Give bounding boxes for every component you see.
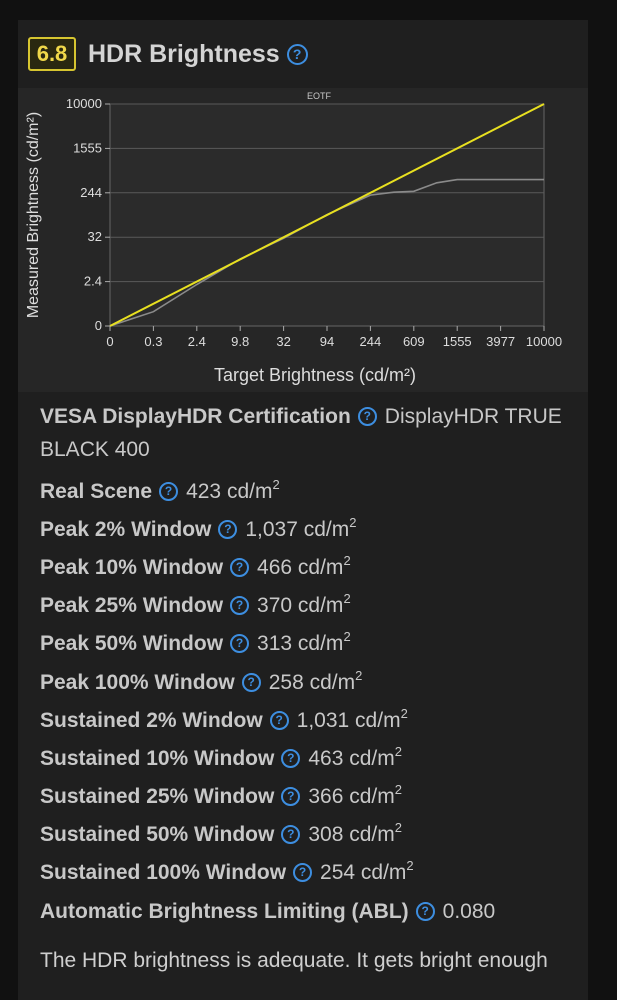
- unit-superscript: 2: [272, 476, 280, 492]
- spec-label: Sustained 2% Window: [40, 708, 263, 732]
- specs-list: VESA DisplayHDR Certification? DisplayHDR…: [40, 400, 570, 930]
- x-tick-label: 609: [403, 334, 425, 349]
- help-icon[interactable]: ?: [415, 901, 435, 921]
- x-tick-label: 1555: [443, 334, 472, 349]
- spec-label: Sustained 10% Window: [40, 746, 275, 770]
- unit-superscript: 2: [394, 782, 402, 798]
- x-tick-label: 10000: [526, 334, 562, 349]
- unit-superscript: 2: [349, 514, 357, 530]
- spec-row: Peak 10% Window? 466 cd/m2: [40, 548, 570, 586]
- spec-row: Peak 25% Window? 370 cd/m2: [40, 587, 570, 625]
- spec-row: Sustained 25% Window? 366 cd/m2: [40, 778, 570, 816]
- section-title: HDR Brightness: [88, 39, 280, 68]
- unit-superscript: 2: [406, 858, 414, 874]
- spec-value: 254 cd/m2: [320, 858, 414, 885]
- chart-title: EOTF: [307, 91, 332, 101]
- help-icon[interactable]: ?: [230, 557, 250, 577]
- spec-label: Sustained 100% Window: [40, 861, 287, 885]
- spec-label: Sustained 25% Window: [40, 785, 275, 809]
- y-tick-label: 10000: [66, 96, 102, 111]
- unit-superscript: 2: [355, 667, 363, 683]
- spec-row: Peak 100% Window? 258 cd/m2: [40, 663, 570, 701]
- eotf-chart: 0 0.3 2.4 9.8 32 94 244 609 1555 3977 10000 0 2.4 32 2…: [18, 88, 588, 392]
- spec-row: Sustained 50% Window? 308 cd/m2: [40, 816, 570, 854]
- spec-row: Real Scene? 423 cd/m2: [40, 472, 570, 510]
- spec-label: Peak 2% Window: [40, 517, 212, 541]
- help-icon[interactable]: ?: [357, 407, 377, 426]
- target-eotf-line: [109, 103, 545, 327]
- help-icon[interactable]: ?: [230, 596, 250, 616]
- spec-label: Real Scene: [40, 479, 153, 503]
- x-tick-label: 94: [320, 334, 334, 349]
- eotf-chart-svg: 0 0.3 2.4 9.8 32 94 244 609 1555 3977 10000 0 2.4 32 2…: [25, 91, 562, 385]
- spec-row: Sustained 10% Window? 463 cd/m2: [40, 739, 570, 777]
- spec-label: Sustained 50% Window: [40, 823, 275, 847]
- spec-value: 0.080: [442, 899, 496, 923]
- spec-row: Peak 2% Window? 1,037 cd/m2: [40, 510, 570, 548]
- help-icon[interactable]: ?: [281, 748, 301, 768]
- help-icon[interactable]: ?: [218, 519, 238, 539]
- unit-superscript: 2: [343, 552, 351, 568]
- help-icon[interactable]: ?: [269, 710, 289, 730]
- measured-eotf-line: [109, 178, 544, 327]
- spec-value: 258 cd/m2: [268, 667, 363, 694]
- y-tick-label: 244: [80, 185, 102, 200]
- spec-label: VESA DisplayHDR Certification: [40, 405, 351, 428]
- spec-label: Peak 25% Window: [40, 594, 224, 618]
- x-tick-label: 0.3: [144, 334, 162, 349]
- spec-value: 466 cd/m2: [257, 552, 351, 579]
- unit-superscript: 2: [394, 820, 402, 836]
- spec-value: 366 cd/m2: [308, 782, 402, 809]
- spec-row: Sustained 2% Window? 1,031 cd/m2: [40, 701, 570, 739]
- help-icon[interactable]: ?: [281, 787, 301, 807]
- spec-label: Peak 50% Window: [40, 632, 224, 656]
- spec-value: 370 cd/m2: [257, 591, 351, 618]
- y-axis-label: Measured Brightness (cd/m²): [25, 112, 42, 318]
- x-axis-label: Target Brightness (cd/m²): [214, 365, 416, 385]
- spec-row: Automatic Brightness Limiting (ABL)? 0.08…: [40, 892, 570, 930]
- help-icon[interactable]: ?: [281, 825, 301, 845]
- spec-value: 313 cd/m2: [257, 629, 351, 656]
- spec-value: 1,031 cd/m2: [296, 705, 408, 732]
- x-tick-label: 9.8: [231, 334, 249, 349]
- help-icon[interactable]: ?: [241, 672, 261, 692]
- spec-value: DisplayHDR TRUE BLACK 400: [40, 405, 562, 461]
- y-tick-label: 32: [88, 229, 102, 244]
- spec-value: 1,037 cd/m2: [245, 514, 357, 541]
- x-tick-label: 0: [106, 334, 113, 349]
- score-badge: 6.8: [28, 37, 76, 71]
- y-tick-label: 2.4: [84, 274, 102, 289]
- unit-superscript: 2: [343, 629, 351, 645]
- x-tick-label: 32: [276, 334, 290, 349]
- y-tick-label: 0: [95, 318, 102, 333]
- unit-superscript: 2: [400, 705, 408, 721]
- x-tick-label: 3977: [486, 334, 515, 349]
- spec-row: VESA DisplayHDR Certification? DisplayHDR…: [40, 400, 570, 466]
- spec-value: 423 cd/m2: [186, 476, 280, 503]
- spec-label: Automatic Brightness Limiting (ABL): [40, 899, 409, 923]
- y-tick-label: 1555: [73, 140, 102, 155]
- help-icon[interactable]: ?: [293, 863, 313, 883]
- x-tick-label: 2.4: [188, 334, 206, 349]
- spec-label: Peak 100% Window: [40, 670, 235, 694]
- unit-superscript: 2: [343, 591, 351, 607]
- spec-row: Sustained 100% Window? 254 cd/m2: [40, 854, 570, 892]
- help-icon[interactable]: ?: [286, 43, 308, 65]
- unit-superscript: 2: [394, 743, 402, 759]
- hdr-brightness-card: 6.8 HDR Brightness ? 0 0.3 2.4 9.8 32 94 244 60…: [18, 20, 588, 1000]
- spec-row: Peak 50% Window? 313 cd/m2: [40, 625, 570, 663]
- spec-value: 463 cd/m2: [308, 743, 402, 770]
- summary-text: The HDR brightness is adequate. It gets …: [40, 949, 548, 972]
- spec-value: 308 cd/m2: [308, 820, 402, 847]
- help-icon[interactable]: ?: [230, 634, 250, 654]
- section-header: 6.8 HDR Brightness ?: [28, 37, 308, 71]
- help-icon[interactable]: ?: [159, 481, 179, 501]
- x-tick-label: 244: [360, 334, 382, 349]
- spec-label: Peak 10% Window: [40, 555, 224, 579]
